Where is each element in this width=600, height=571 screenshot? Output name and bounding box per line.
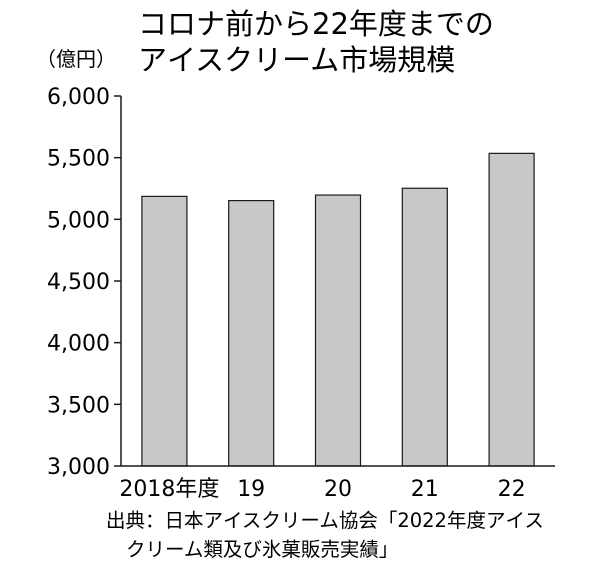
- y-tick-label: 3,500: [47, 393, 110, 418]
- x-tick-label: 22: [498, 477, 526, 502]
- y-axis-unit-label: （億円）: [36, 47, 116, 71]
- y-tick-label: 6,000: [47, 85, 110, 110]
- chart-title-line-1: コロナ前から22年度までの: [138, 7, 494, 41]
- x-tick-label: 20: [324, 477, 352, 502]
- x-axis-labels: 2018年度 19 20 21 22: [119, 477, 525, 502]
- bars-group: [141, 152, 535, 467]
- y-tick-label: 4,000: [47, 332, 110, 357]
- x-tick-label: 19: [237, 477, 265, 502]
- source-note-line-1: 出典：日本アイスクリーム協会「2022年度アイス: [106, 509, 544, 532]
- bar-2018年度: [141, 195, 188, 467]
- y-tick-label: 5,500: [47, 147, 110, 172]
- y-tick-label: 4,500: [47, 270, 110, 295]
- source-note-line-2: クリーム類及び氷菓販売実績」: [126, 538, 398, 561]
- bar-22: [488, 152, 535, 467]
- y-tick-label: 5,000: [47, 208, 110, 233]
- y-axis: 3,000 3,500 4,000 4,500 5,000 5,500 6,000: [47, 85, 122, 480]
- x-tick-label: 2018年度: [119, 477, 219, 502]
- chart-title-line-2: アイスクリーム市場規模: [138, 43, 455, 77]
- bar-19: [228, 199, 275, 467]
- bar-21: [401, 187, 448, 467]
- bar-20: [314, 194, 362, 467]
- y-tick-label: 3,000: [47, 455, 110, 480]
- x-tick-label: 21: [411, 477, 439, 502]
